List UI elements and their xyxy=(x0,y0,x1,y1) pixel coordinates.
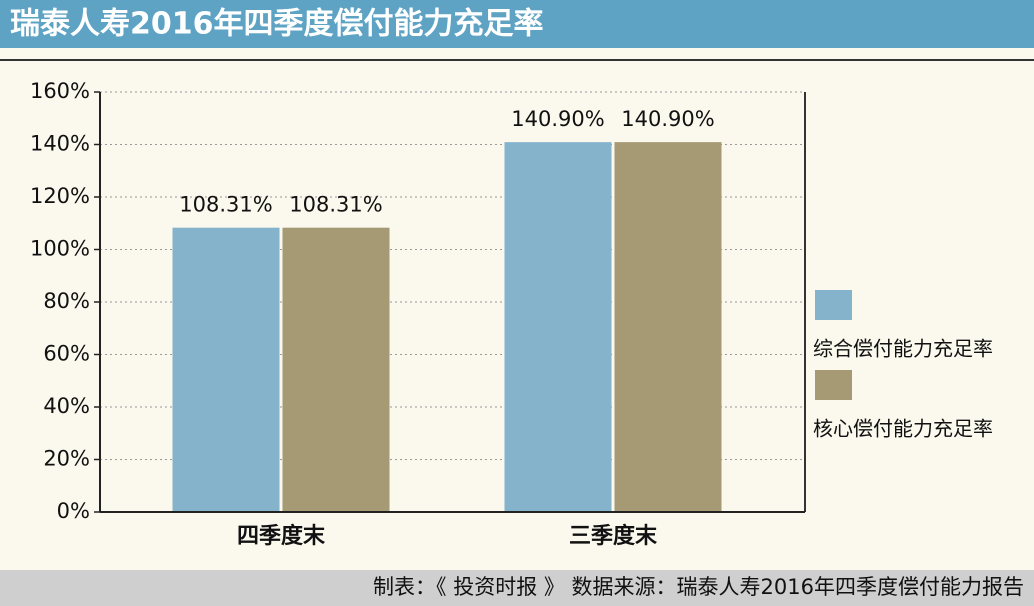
y-tick-label: 100% xyxy=(30,237,90,261)
y-tick-label: 0% xyxy=(57,499,90,523)
legend-label: 核心偿付能力充足率 xyxy=(813,417,993,441)
bar xyxy=(172,227,280,512)
y-tick-label: 60% xyxy=(43,342,90,366)
title-bar xyxy=(0,0,1034,48)
legend-label: 综合偿付能力充足率 xyxy=(813,337,993,361)
bar xyxy=(614,142,722,512)
bar xyxy=(504,142,612,512)
chart-title: 瑞泰人寿2016年四季度偿付能力充足率 xyxy=(10,7,544,42)
y-tick-label: 160% xyxy=(30,79,90,103)
y-tick-label: 80% xyxy=(43,289,90,313)
x-tick-label: 三季度末 xyxy=(569,523,658,549)
legend-swatch xyxy=(815,290,852,320)
value-label: 108.31% xyxy=(289,193,382,217)
y-tick-label: 120% xyxy=(30,184,90,208)
value-label: 140.90% xyxy=(621,107,714,131)
y-tick-label: 40% xyxy=(43,394,90,418)
y-tick-label: 20% xyxy=(43,447,90,471)
legend-swatch xyxy=(815,370,852,400)
value-label: 108.31% xyxy=(179,193,272,217)
source-note: 制表：《 投资时报 》 数据来源：瑞泰人寿2016年四季度偿付能力报告 xyxy=(373,575,1024,599)
y-tick-label: 140% xyxy=(30,132,90,156)
x-tick-label: 四季度末 xyxy=(237,523,326,549)
bar xyxy=(282,227,390,512)
value-label: 140.90% xyxy=(511,107,604,131)
footer-bar xyxy=(0,570,1034,606)
